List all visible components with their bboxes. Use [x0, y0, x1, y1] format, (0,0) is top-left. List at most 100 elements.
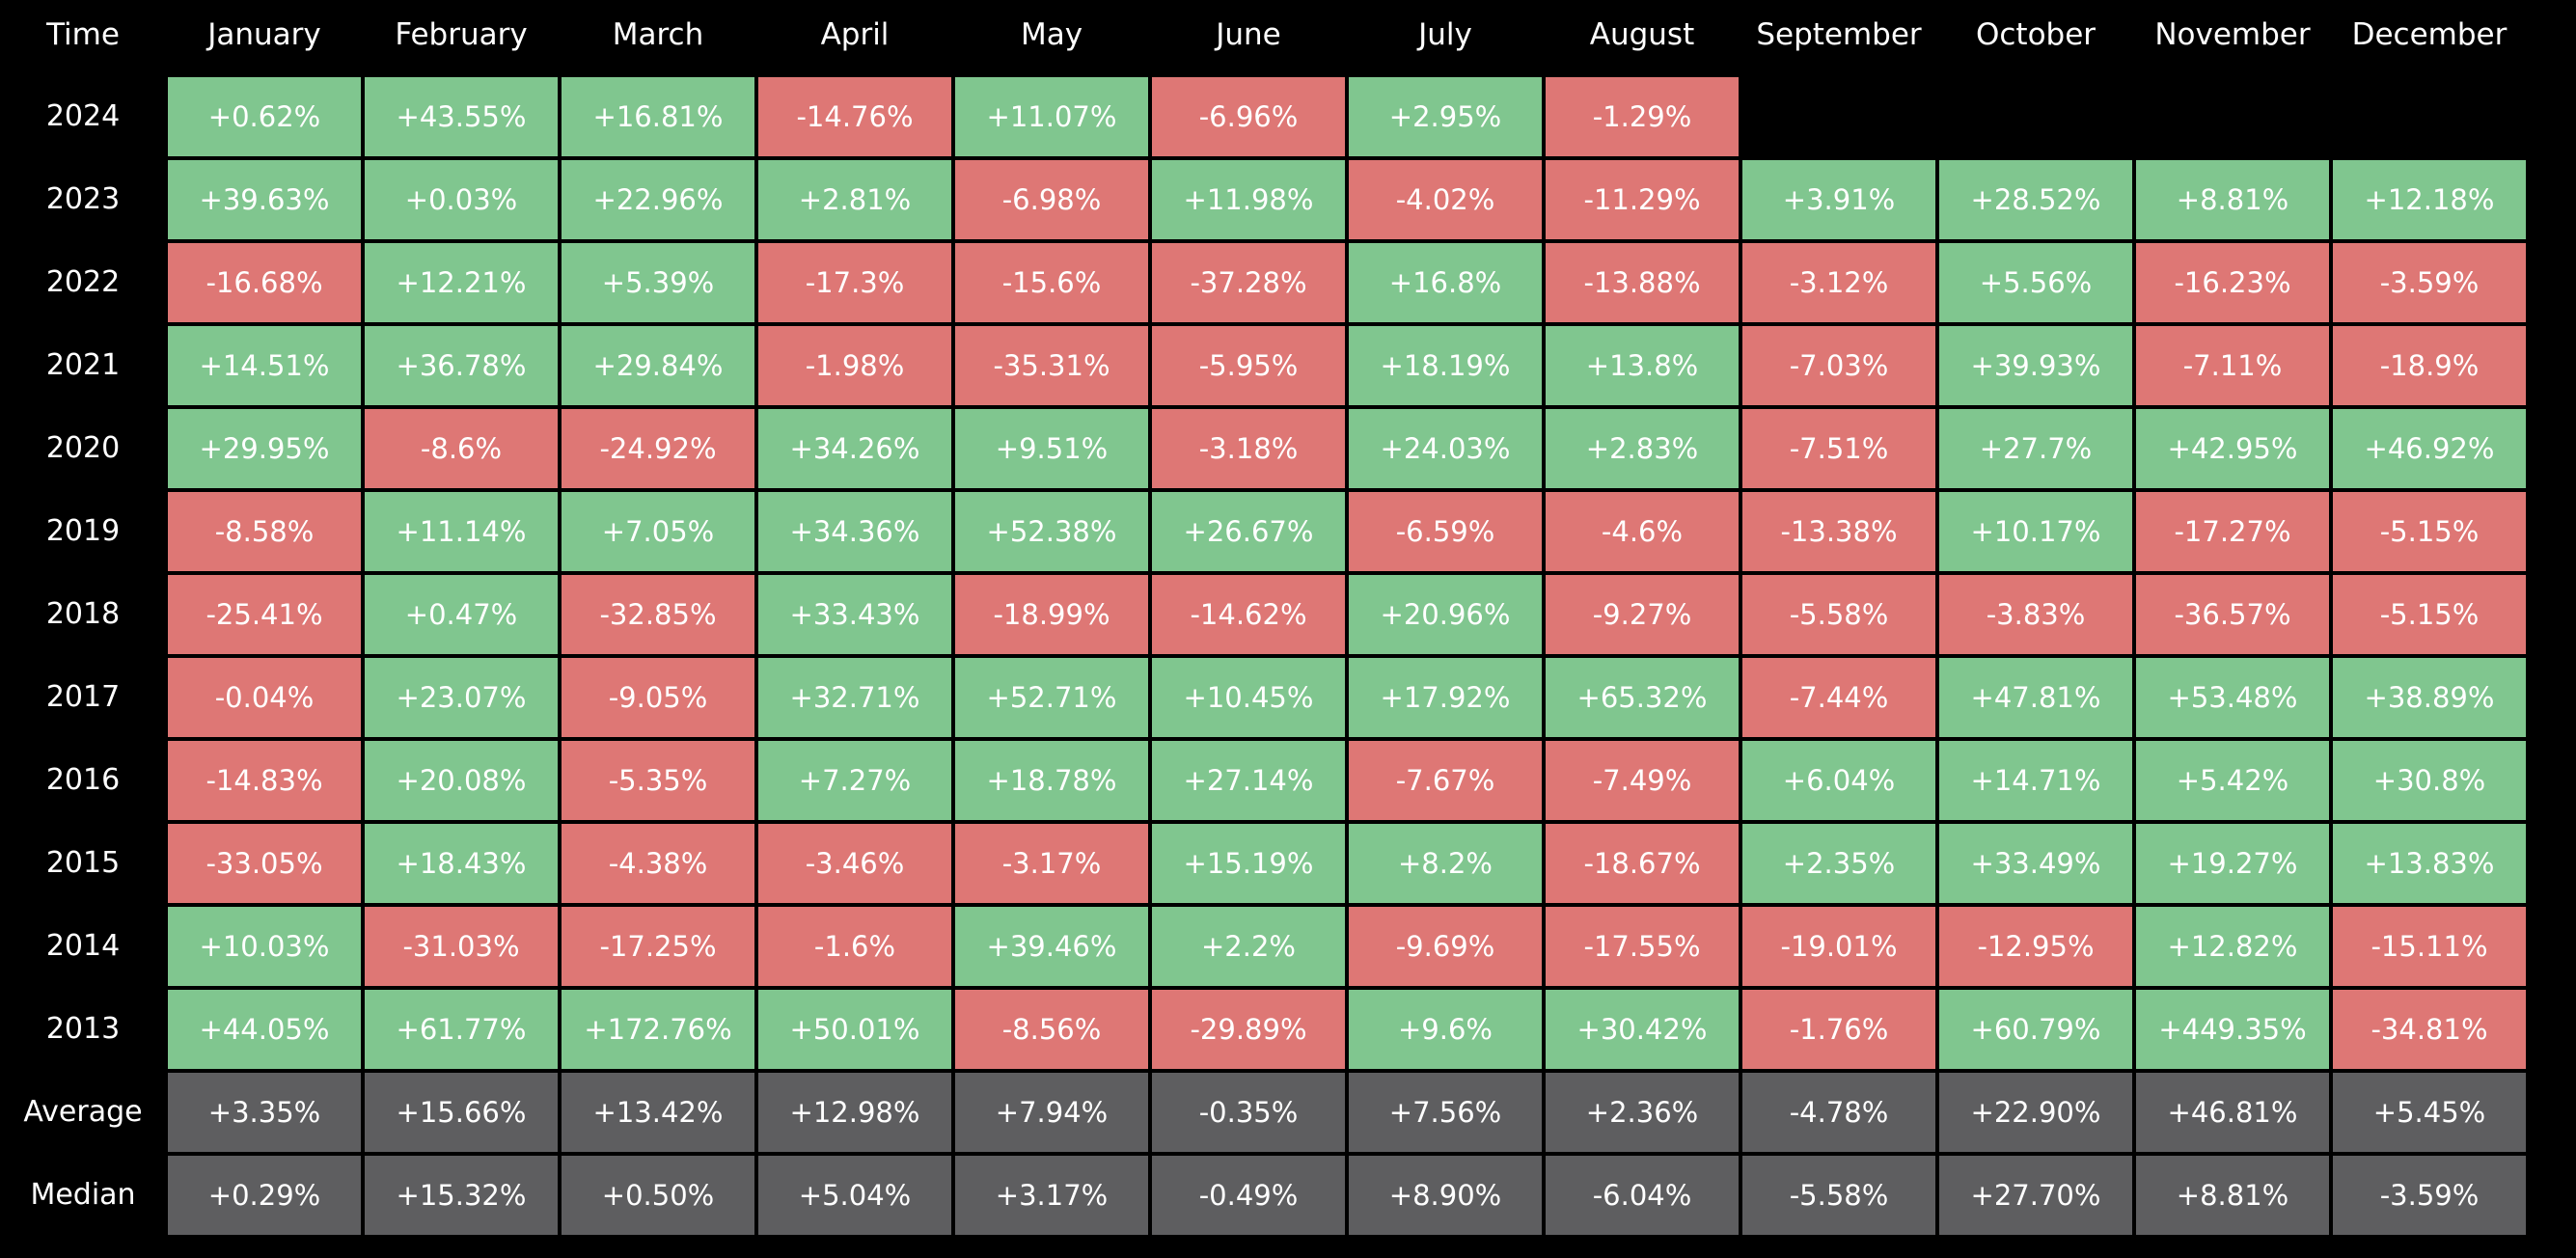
summary-cell-average-may: +7.94% [955, 1073, 1148, 1152]
heatmap-cell-2023-may: -6.98% [955, 160, 1148, 239]
heatmap-cell-2015-january: -33.05% [168, 824, 361, 903]
heatmap-cell-2017-february: +23.07% [365, 658, 558, 737]
column-header-december: December [2351, 17, 2507, 52]
summary-cell-average-march: +13.42% [562, 1073, 754, 1152]
heatmap-cell-2019-november: -17.27% [2136, 492, 2329, 571]
heatmap-cell-2018-december: -5.15% [2333, 575, 2526, 654]
heatmap-cell-2014-march: -17.25% [562, 907, 754, 986]
summary-cell-average-august: +2.36% [1546, 1073, 1739, 1152]
column-header-october: October [1975, 17, 2096, 52]
row-label-2022: 2022 [45, 265, 121, 299]
heatmap-cell-2013-june: -29.89% [1152, 990, 1345, 1069]
row-label-2015: 2015 [45, 846, 121, 880]
summary-cell-median-july: +8.90% [1349, 1156, 1542, 1235]
heatmap-cell-2019-may: +52.38% [955, 492, 1148, 571]
heatmap-cell-2015-december: +13.83% [2333, 824, 2526, 903]
summary-cell-average-june: -0.35% [1152, 1073, 1345, 1152]
heatmap-cell-2024-march: +16.81% [562, 77, 754, 156]
heatmap-cell-2013-april: +50.01% [758, 990, 951, 1069]
heatmap-cell-2017-january: -0.04% [168, 658, 361, 737]
heatmap-cell-2021-february: +36.78% [365, 326, 558, 405]
heatmap-cell-2023-august: -11.29% [1546, 160, 1739, 239]
heatmap-cell-2017-september: -7.44% [1742, 658, 1935, 737]
heatmap-cell-2018-july: +20.96% [1349, 575, 1542, 654]
heatmap-cell-2021-october: +39.93% [1939, 326, 2132, 405]
heatmap-cell-2015-june: +15.19% [1152, 824, 1345, 903]
summary-cell-median-march: +0.50% [562, 1156, 754, 1235]
heatmap-cell-2017-april: +32.71% [758, 658, 951, 737]
heatmap-cell-2015-march: -4.38% [562, 824, 754, 903]
corner-header-time: Time [46, 17, 120, 52]
heatmap-cell-2021-may: -35.31% [955, 326, 1148, 405]
heatmap-cell-2019-june: +26.67% [1152, 492, 1345, 571]
heatmap-cell-2015-july: +8.2% [1349, 824, 1542, 903]
summary-cell-average-february: +15.66% [365, 1073, 558, 1152]
summary-cell-median-august: -6.04% [1546, 1156, 1739, 1235]
heatmap-cell-2015-september: +2.35% [1742, 824, 1935, 903]
heatmap-cell-2022-july: +16.8% [1349, 243, 1542, 322]
row-label-2023: 2023 [45, 182, 121, 216]
column-header-april: April [820, 17, 890, 52]
heatmap-cell-2019-october: +10.17% [1939, 492, 2132, 571]
summary-cell-average-november: +46.81% [2136, 1073, 2329, 1152]
heatmap-cell-2024-july: +2.95% [1349, 77, 1542, 156]
summary-cell-average-april: +12.98% [758, 1073, 951, 1152]
heatmap-cell-2015-october: +33.49% [1939, 824, 2132, 903]
heatmap-cell-2024-june: -6.96% [1152, 77, 1345, 156]
column-header-january: January [207, 17, 321, 52]
column-header-august: August [1589, 17, 1695, 52]
heatmap-cell-2024-may: +11.07% [955, 77, 1148, 156]
heatmap-cell-2020-december: +46.92% [2333, 409, 2526, 488]
heatmap-cell-2021-july: +18.19% [1349, 326, 1542, 405]
heatmap-cell-2024-april: -14.76% [758, 77, 951, 156]
column-header-may: May [1020, 17, 1083, 52]
heatmap-cell-2024-january: +0.62% [168, 77, 361, 156]
heatmap-cell-2022-march: +5.39% [562, 243, 754, 322]
heatmap-cell-2014-january: +10.03% [168, 907, 361, 986]
heatmap-cell-2022-october: +5.56% [1939, 243, 2132, 322]
summary-cell-median-january: +0.29% [168, 1156, 361, 1235]
row-label-median: Median [30, 1178, 136, 1212]
heatmap-cell-2021-december: -18.9% [2333, 326, 2526, 405]
heatmap-cell-2020-october: +27.7% [1939, 409, 2132, 488]
row-label-2016: 2016 [45, 763, 121, 797]
heatmap-cell-2016-january: -14.83% [168, 741, 361, 820]
heatmap-cell-2014-april: -1.6% [758, 907, 951, 986]
heatmap-cell-2013-july: +9.6% [1349, 990, 1542, 1069]
heatmap-cell-2015-november: +19.27% [2136, 824, 2329, 903]
heatmap-cell-2021-april: -1.98% [758, 326, 951, 405]
heatmap-cell-2013-august: +30.42% [1546, 990, 1739, 1069]
heatmap-cell-2020-april: +34.26% [758, 409, 951, 488]
row-label-2017: 2017 [45, 680, 121, 714]
heatmap-cell-2016-february: +20.08% [365, 741, 558, 820]
heatmap-cell-2020-june: -3.18% [1152, 409, 1345, 488]
column-header-june: June [1216, 17, 1281, 52]
heatmap-cell-2021-january: +14.51% [168, 326, 361, 405]
heatmap-cell-2023-september: +3.91% [1742, 160, 1935, 239]
heatmap-cell-2017-november: +53.48% [2136, 658, 2329, 737]
heatmap-cell-2022-december: -3.59% [2333, 243, 2526, 322]
row-label-2018: 2018 [45, 597, 121, 631]
summary-cell-average-july: +7.56% [1349, 1073, 1542, 1152]
heatmap-cell-2022-august: -13.88% [1546, 243, 1739, 322]
row-label-2020: 2020 [45, 431, 121, 465]
heatmap-cell-2021-june: -5.95% [1152, 326, 1345, 405]
heatmap-cell-2014-may: +39.46% [955, 907, 1148, 986]
column-header-july: July [1418, 17, 1472, 52]
heatmap-cell-2017-may: +52.71% [955, 658, 1148, 737]
column-header-november: November [2154, 17, 2311, 52]
heatmap-cell-2022-june: -37.28% [1152, 243, 1345, 322]
heatmap-cell-2014-december: -15.11% [2333, 907, 2526, 986]
heatmap-cell-2016-march: -5.35% [562, 741, 754, 820]
row-label-2021: 2021 [45, 348, 121, 382]
heatmap-cell-2013-may: -8.56% [955, 990, 1148, 1069]
summary-cell-median-may: +3.17% [955, 1156, 1148, 1235]
heatmap-cell-2018-february: +0.47% [365, 575, 558, 654]
summary-cell-median-december: -3.59% [2333, 1156, 2526, 1235]
heatmap-cell-2020-may: +9.51% [955, 409, 1148, 488]
heatmap-cell-2016-august: -7.49% [1546, 741, 1739, 820]
heatmap-cell-2017-july: +17.92% [1349, 658, 1542, 737]
heatmap-cell-2020-september: -7.51% [1742, 409, 1935, 488]
heatmap-cell-2019-december: -5.15% [2333, 492, 2526, 571]
heatmap-cell-2020-march: -24.92% [562, 409, 754, 488]
